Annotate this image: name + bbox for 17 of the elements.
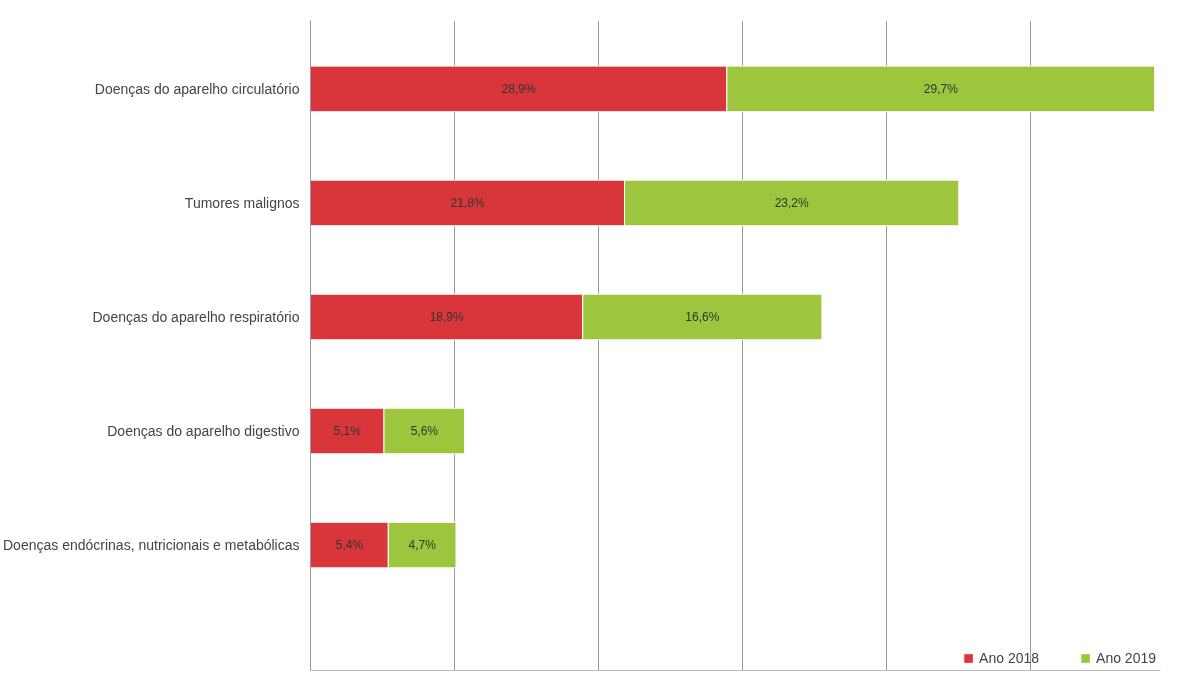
y-tick-label: Doenças endócrinas, nutricionais e metabólicas [3, 537, 300, 554]
data-label: 28,9% [501, 81, 537, 96]
legend-label: Ano 2018 [979, 650, 1040, 666]
data-label: 5,4% [335, 538, 364, 553]
data-label: 18,9% [429, 309, 464, 324]
data-label: 5,1% [333, 424, 362, 439]
y-tick-label: Doenças do aparelho digestivo [107, 423, 300, 440]
y-tick-label: Doenças do aparelho circulatório [94, 80, 300, 97]
data-label: 4,7% [408, 538, 437, 553]
data-label: 29,7% [923, 81, 959, 96]
data-label: 16,6% [685, 309, 720, 324]
legend-label: Ano 2019 [1096, 650, 1156, 666]
data-label: 21,8% [450, 195, 485, 210]
data-label: 23,2% [774, 195, 810, 210]
data-label: 5,6% [410, 424, 439, 439]
y-tick-label: Doenças do aparelho respiratório [92, 308, 300, 325]
y-tick-label: Tumores malignos [184, 194, 300, 211]
